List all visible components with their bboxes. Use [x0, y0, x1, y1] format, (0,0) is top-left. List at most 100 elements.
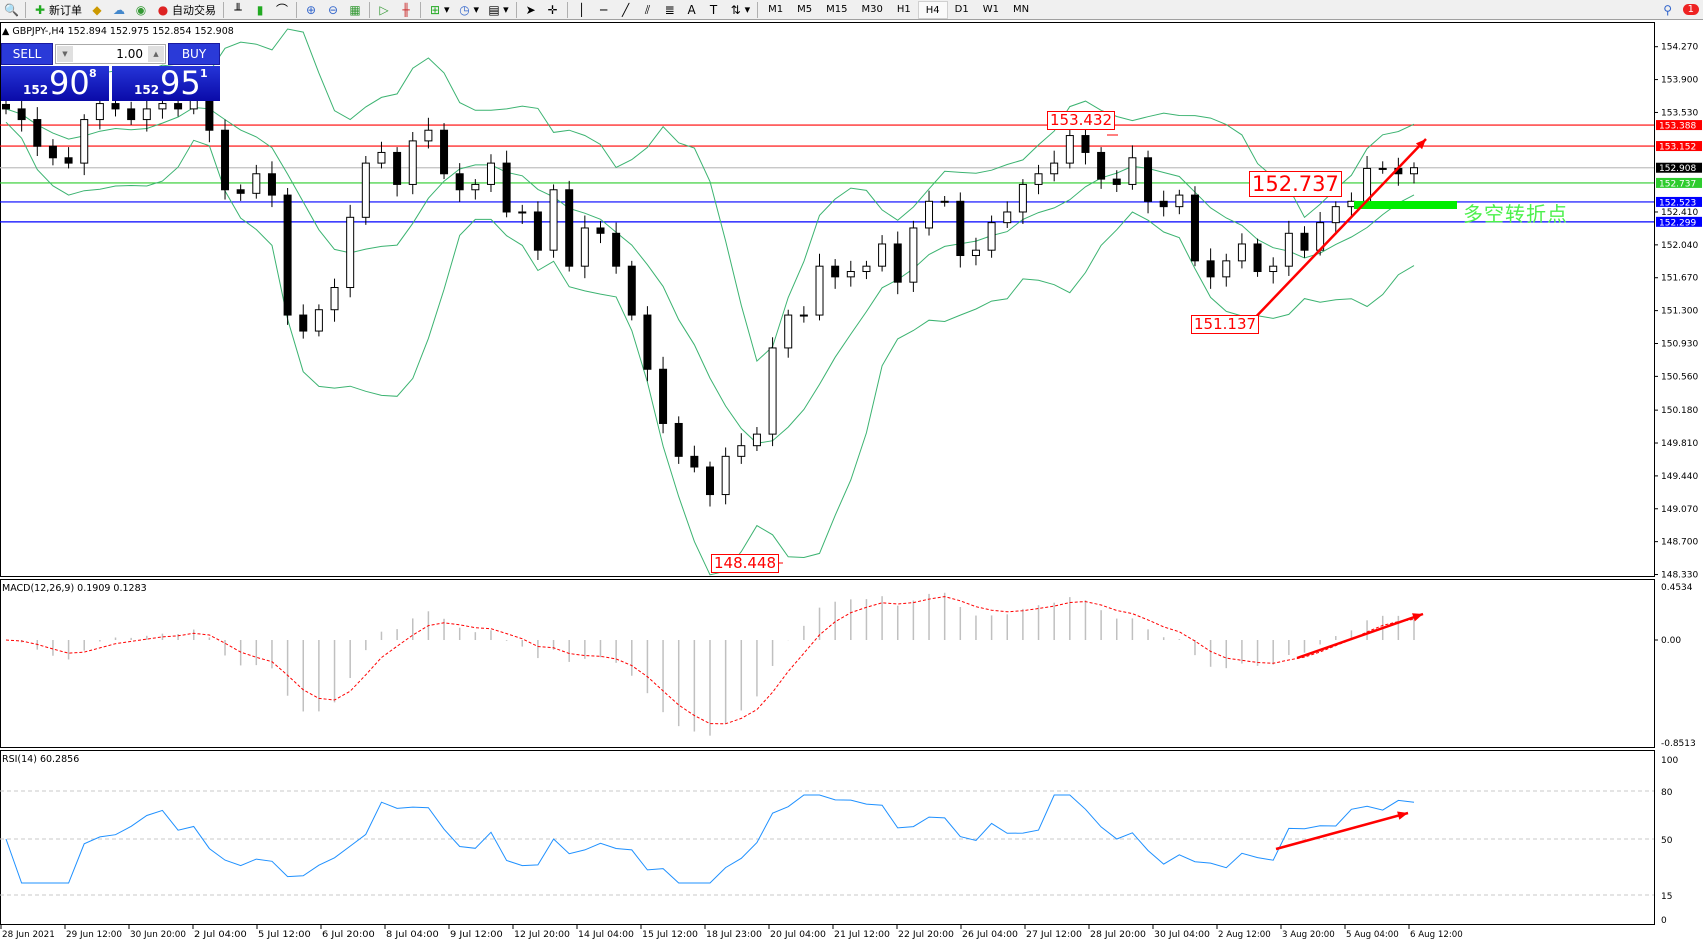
candle [252, 173, 261, 194]
price-tag-text: 153.388 [1659, 122, 1696, 132]
candle [690, 455, 699, 468]
trend-arrow[interactable] [1248, 138, 1427, 325]
macd-arrow[interactable] [1296, 612, 1424, 660]
price-tick-label: 149.810 [1661, 439, 1698, 449]
crosshair-tool[interactable]: ✛ [547, 2, 558, 17]
candle [971, 249, 980, 257]
buy-price[interactable]: 152 95 1 [112, 64, 220, 102]
timeframe-h4[interactable]: H4 [917, 0, 948, 19]
sell-button[interactable]: SELL [1, 43, 53, 65]
line-chart-button[interactable]: ⌒ [275, 2, 288, 17]
bollinger-lower-band [5, 121, 1415, 576]
tile-windows-button[interactable]: ▦ [349, 2, 361, 17]
price-tick-label: 153.530 [1661, 108, 1698, 118]
notifications-button[interactable]: 1 [1679, 1, 1703, 19]
candle [627, 265, 636, 316]
price-tag-153.388 [1656, 120, 1702, 131]
time-label: 15 Jul 12:00 [642, 930, 698, 940]
bar-chart-button[interactable]: ╨ [234, 2, 242, 17]
candle [346, 216, 355, 289]
indicators-button[interactable]: ⊞ ▾ [429, 2, 450, 17]
candle [518, 211, 527, 214]
new-order-button[interactable]: ✚ 新订单 [29, 1, 86, 19]
horizontal-line-tool[interactable]: ─ [599, 2, 608, 17]
timeframe-m5[interactable]: M5 [797, 3, 813, 15]
timeframe-h1[interactable]: H1 [896, 3, 911, 15]
vertical-line-tool[interactable]: │ [577, 2, 586, 17]
lot-decrease-icon[interactable]: ▼ [57, 46, 73, 62]
candle [80, 119, 89, 164]
cursor-tool[interactable]: ➤ [525, 2, 536, 17]
macd-signal-line [5, 596, 1415, 725]
candle [1175, 194, 1184, 208]
search-icon[interactable]: ⚲ [1663, 2, 1673, 17]
data-button[interactable]: ☁ [113, 2, 125, 17]
macd-arrow-head [1412, 613, 1423, 622]
time-label: 6 Jul 20:00 [322, 930, 375, 940]
channel-tool[interactable]: ⫽ [644, 2, 651, 17]
periods-button[interactable]: ◷ ▾ [459, 2, 480, 17]
candle [596, 227, 605, 234]
arrows-tool[interactable]: ⇅ ▾ [730, 2, 751, 17]
buy-button[interactable]: BUY [168, 43, 220, 65]
candle [940, 200, 949, 203]
candle [878, 243, 887, 267]
price-tag-153.152 [1656, 141, 1702, 152]
timeframe-m30[interactable]: M30 [861, 3, 883, 15]
price-tick-label: 151.670 [1661, 274, 1698, 284]
chart-shift-button[interactable]: ╫ [402, 2, 410, 17]
timeframe-bar: M1 M5 M15 M30 H1 H4 D1 W1 MN [761, 0, 1036, 19]
time-label: 30 Jun 20:00 [130, 930, 186, 940]
fibonacci-tool[interactable]: ≣ [664, 2, 675, 17]
candle [1190, 194, 1199, 262]
chart-window[interactable]: 154.270 153.900 153.530 152.410 152.040 151.6… [0, 22, 1703, 947]
trendline-tool[interactable]: ╱ [621, 2, 630, 17]
rsi-arrow[interactable] [1275, 811, 1409, 851]
candle [1331, 206, 1340, 224]
templates-button[interactable]: ▤ ▾ [488, 2, 509, 17]
macd-tick-label: -0.8513 [1661, 739, 1696, 749]
text-tool[interactable]: A [687, 2, 696, 17]
timeframe-mn[interactable]: MN [1012, 3, 1030, 15]
notification-badge: 1 [1682, 4, 1699, 15]
signals-button[interactable]: ◉ [135, 2, 147, 17]
zoom-in-button[interactable]: ⊕ [305, 2, 317, 17]
candle [768, 347, 777, 435]
time-label: 5 Jul 12:00 [258, 930, 311, 940]
pivot-text[interactable]: 多空转折点 [1463, 202, 1568, 226]
timeframe-m15[interactable]: M15 [826, 3, 848, 15]
candle [549, 189, 558, 251]
candle [580, 227, 589, 267]
candle [706, 466, 714, 496]
price-tick-label: 148.700 [1661, 538, 1698, 548]
timeframe-m1[interactable]: M1 [768, 3, 784, 15]
lot-size-input[interactable]: ▼ 1.00 ▲ [55, 44, 166, 64]
price-tick-label: 154.270 [1661, 43, 1698, 53]
timeframe-w1[interactable]: W1 [982, 3, 999, 15]
high-label[interactable]: 153.432 [1047, 111, 1116, 130]
candle-chart-button[interactable]: ▮ [256, 2, 264, 17]
timeframe-d1[interactable]: D1 [954, 3, 969, 15]
candle [533, 211, 542, 251]
label-tool[interactable]: T [709, 2, 718, 17]
rsi-tick-label: 15 [1661, 892, 1672, 902]
lot-increase-icon[interactable]: ▲ [148, 46, 164, 62]
candle [236, 189, 245, 194]
candle [33, 119, 42, 147]
swing-low-label[interactable]: 151.137 [1191, 315, 1260, 334]
autoscroll-button[interactable]: ▷ [379, 2, 389, 17]
low-label[interactable]: 148.448 [711, 554, 780, 573]
macd-tick-label: 0.00 [1661, 636, 1681, 646]
pivot-bar[interactable] [1354, 201, 1457, 209]
candle [221, 129, 230, 191]
auto-trading-button[interactable]: ● 自动交易 [152, 1, 220, 19]
chart-canvas[interactable]: 154.270 153.900 153.530 152.410 152.040 151.6… [0, 22, 1703, 947]
sell-price[interactable]: 152 90 8 [1, 64, 109, 102]
tester-button[interactable]: ◆ [92, 2, 102, 17]
pivot-label[interactable]: 152.737 [1249, 171, 1342, 197]
zoom-out-button[interactable]: ⊖ [327, 2, 339, 17]
candle [440, 129, 449, 175]
price-tag-152.299 [1656, 216, 1702, 227]
search-tool-icon[interactable]: 🔍 [4, 2, 19, 17]
time-label: 14 Jul 04:00 [578, 930, 634, 940]
